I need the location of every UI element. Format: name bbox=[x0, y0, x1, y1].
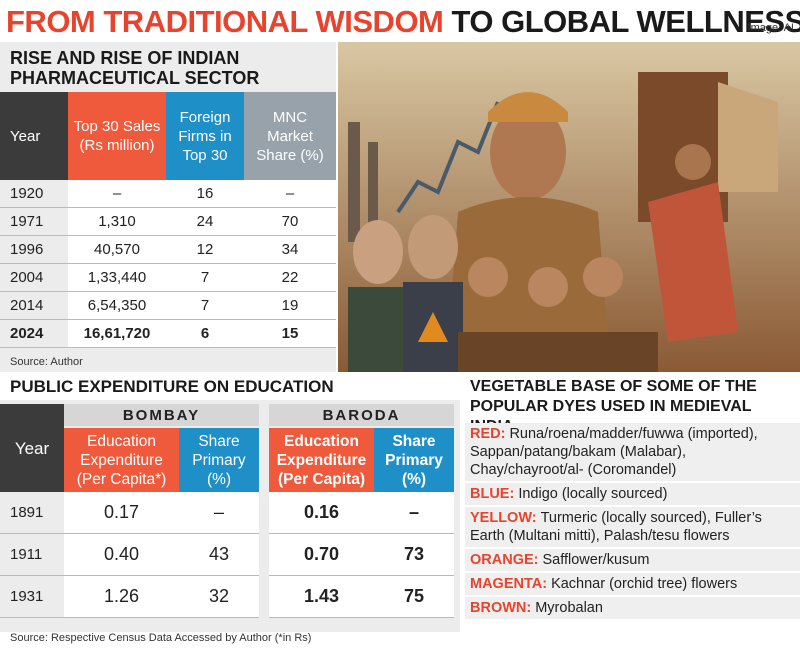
dye-item: MAGENTA: Kachnar (orchid tree) flowers bbox=[465, 573, 800, 597]
data-cell: 0.16 bbox=[269, 492, 374, 534]
data-cell: 1,310 bbox=[68, 208, 166, 236]
dye-item: BLUE: Indigo (locally sourced) bbox=[465, 483, 800, 507]
column-header: Education Expenditure (Per Capita*) bbox=[64, 426, 179, 492]
year-cell: 1891 bbox=[0, 492, 64, 534]
pharma-title: RISE AND RISE OF INDIAN PHARMACEUTICAL S… bbox=[10, 48, 260, 88]
dye-color: BROWN: bbox=[470, 600, 532, 616]
data-cell: 73 bbox=[374, 534, 454, 576]
dye-source: Turmeric (locally sourced), Fuller’s Ear… bbox=[470, 510, 762, 544]
dye-color: RED: bbox=[470, 426, 506, 442]
data-cell: 1.43 bbox=[269, 576, 374, 618]
education-panel: Year BOMBAY BARODA Education Expenditure (P… bbox=[0, 400, 460, 632]
data-cell: 1.26 bbox=[64, 576, 179, 618]
data-cell: 0.40 bbox=[64, 534, 179, 576]
illustration bbox=[338, 42, 800, 372]
data-cell: 6 bbox=[166, 320, 244, 348]
data-cell: 6,54,350 bbox=[68, 292, 166, 320]
education-title: PUBLIC EXPENDITURE ON EDUCATION bbox=[10, 377, 334, 396]
dyes-list: RED: Runa/roena/madder/fuwwa (imported), … bbox=[465, 423, 800, 621]
data-cell: 24 bbox=[166, 208, 244, 236]
education-table: Year BOMBAY BARODA Education Expenditure (P… bbox=[0, 404, 460, 618]
data-cell: – bbox=[374, 492, 454, 534]
dye-item: RED: Runa/roena/madder/fuwwa (imported), … bbox=[465, 423, 800, 483]
dye-source: Myrobalan bbox=[535, 600, 603, 616]
dye-source: Kachnar (orchid tree) flowers bbox=[551, 576, 738, 592]
education-source: Source: Respective Census Data Accessed … bbox=[10, 632, 312, 644]
column-header: Foreign Firms in Top 30 bbox=[166, 92, 244, 180]
year-header: Year bbox=[0, 404, 64, 492]
pharma-source: Source: Author bbox=[10, 356, 83, 368]
group-header: BARODA bbox=[269, 404, 454, 426]
pharma-panel: RISE AND RISE OF INDIAN PHARMACEUTICAL S… bbox=[0, 42, 336, 372]
data-cell: 32 bbox=[179, 576, 259, 618]
column-header: Share Primary (%) bbox=[179, 426, 259, 492]
column-header: Share Primary (%) bbox=[374, 426, 454, 492]
data-cell: 70 bbox=[244, 208, 336, 236]
data-cell: 1,33,440 bbox=[68, 264, 166, 292]
separator bbox=[259, 534, 269, 576]
data-cell: 12 bbox=[166, 236, 244, 264]
data-cell: 16,61,720 bbox=[68, 320, 166, 348]
data-cell: 7 bbox=[166, 264, 244, 292]
column-header: MNC Market Share (%) bbox=[244, 92, 336, 180]
data-cell: 22 bbox=[244, 264, 336, 292]
title-black: TO GLOBAL WELLNESS bbox=[451, 4, 800, 39]
dye-color: BLUE: bbox=[470, 486, 515, 502]
data-cell: 16 bbox=[166, 180, 244, 208]
dye-color: MAGENTA: bbox=[470, 576, 548, 592]
data-cell: – bbox=[68, 180, 166, 208]
image-credit: Image: AI bbox=[747, 22, 794, 34]
separator bbox=[259, 576, 269, 618]
data-cell: 19 bbox=[244, 292, 336, 320]
year-cell: 1911 bbox=[0, 534, 64, 576]
dye-item: YELLOW: Turmeric (locally sourced), Fulle… bbox=[465, 507, 800, 549]
dye-source: Safflower/kusum bbox=[542, 552, 650, 568]
data-cell: 40,570 bbox=[68, 236, 166, 264]
dye-source: Indigo (locally sourced) bbox=[518, 486, 668, 502]
data-cell: 34 bbox=[244, 236, 336, 264]
pharma-table: Year Top 30 Sales (Rs million) Foreign Fir… bbox=[0, 92, 336, 348]
dye-item: BROWN: Myrobalan bbox=[465, 597, 800, 621]
dye-source: Runa/roena/madder/fuwwa (imported), Sapp… bbox=[470, 426, 758, 478]
year-cell: 1920 bbox=[0, 180, 68, 208]
data-cell: 15 bbox=[244, 320, 336, 348]
year-cell: 1971 bbox=[0, 208, 68, 236]
year-cell: 2024 bbox=[0, 320, 68, 348]
dye-item: ORANGE: Safflower/kusum bbox=[465, 549, 800, 573]
data-cell: 0.70 bbox=[269, 534, 374, 576]
column-header: Top 30 Sales (Rs million) bbox=[68, 92, 166, 180]
data-cell: – bbox=[244, 180, 336, 208]
data-cell: 7 bbox=[166, 292, 244, 320]
data-cell: 0.17 bbox=[64, 492, 179, 534]
title-red: FROM TRADITIONAL WISDOM bbox=[6, 4, 444, 39]
column-header: Year bbox=[0, 92, 68, 180]
column-header: Education Expenditure (Per Capita) bbox=[269, 426, 374, 492]
data-cell: – bbox=[179, 492, 259, 534]
data-cell: 43 bbox=[179, 534, 259, 576]
title: FROM TRADITIONAL WISDOM TO GLOBAL WELLNE… bbox=[6, 4, 800, 40]
year-cell: 1996 bbox=[0, 236, 68, 264]
dye-color: YELLOW: bbox=[470, 510, 537, 526]
year-cell: 2004 bbox=[0, 264, 68, 292]
separator bbox=[259, 492, 269, 534]
dye-color: ORANGE: bbox=[470, 552, 539, 568]
year-cell: 1931 bbox=[0, 576, 64, 618]
group-header: BOMBAY bbox=[64, 404, 259, 426]
year-cell: 2014 bbox=[0, 292, 68, 320]
data-cell: 75 bbox=[374, 576, 454, 618]
